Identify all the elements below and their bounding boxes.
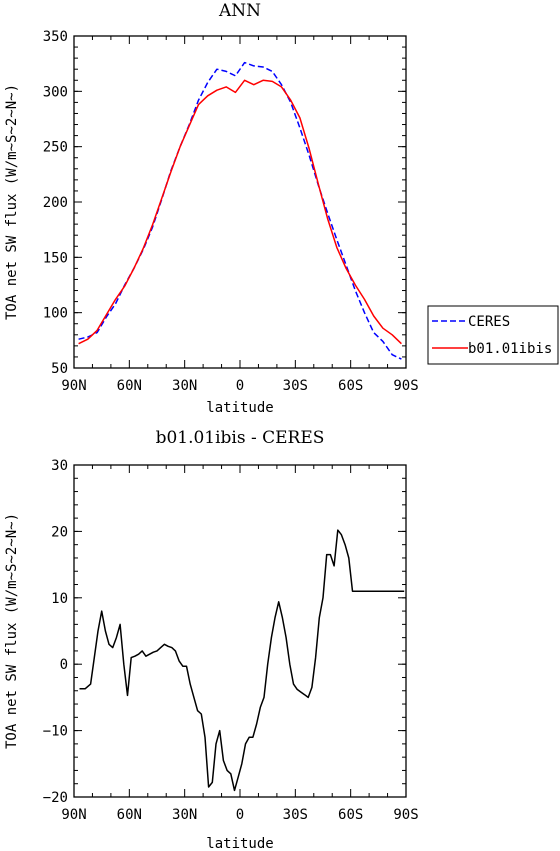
x-tick-label-top-1: 60N [117,378,142,394]
legend-label-b01-01ibis: b01.01ibis [468,341,552,357]
series-line-top-0 [78,61,402,360]
series-line-top-1 [78,79,402,345]
x-tick-label-bottom-5: 60S [338,807,363,823]
y-axis-label-top: TOA net SW flux (W/m~S~2~N~) [4,84,20,320]
chart-bottom-panel: b01.01ibis - CERES 90N 60N 30N 0 30S 60S 90S −2… [4,428,419,851]
y-tick-label-bottom-5: 30 [51,458,68,474]
y-tick-label-bottom-0: −20 [43,790,68,806]
x-tick-label-top-6: 90S [393,378,418,394]
legend-box [427,305,559,365]
x-tick-label-top-0: 90N [61,378,86,394]
x-tick-label-bottom-0: 90N [61,807,86,823]
x-tick-label-top-4: 30S [283,378,308,394]
y-tick-label-top-4: 250 [43,140,68,156]
x-tick-label-top-3: 0 [236,378,244,394]
y-tick-label-bottom-3: 10 [51,591,68,607]
legend-label-ceres: CERES [468,314,510,330]
axis-ticks-bottom: 90N 60N 30N 0 30S 60S 90S −20 −10 0 10 20 30 [43,458,419,823]
y-tick-label-top-6: 350 [43,29,68,45]
x-tick-label-top-5: 60S [338,378,363,394]
x-tick-label-bottom-6: 90S [393,807,418,823]
axis-ticks-top: 90N 60N 30N 0 30S 60S 90S 50 100 150 200 250 300 350 [43,29,419,394]
y-tick-label-top-2: 150 [43,250,68,266]
y-tick-label-bottom-1: −10 [43,724,68,740]
chart-title-top: ANN [218,1,261,21]
plot-frame-bottom [73,464,407,798]
x-tick-label-bottom-4: 30S [283,807,308,823]
x-axis-label-bottom: latitude [206,836,273,851]
x-tick-label-bottom-2: 30N [172,807,197,823]
y-tick-label-top-1: 100 [43,306,68,322]
chart-legend: CERES b01.01ibis [427,305,559,365]
x-tick-label-bottom-1: 60N [117,807,142,823]
y-axis-label-bottom: TOA net SW flux (W/m~S~2~N~) [4,513,20,749]
y-tick-label-top-5: 300 [43,84,68,100]
series-line-bottom-0 [79,529,405,792]
chart-title-bottom: b01.01ibis - CERES [156,428,325,448]
x-tick-label-top-2: 30N [172,378,197,394]
y-tick-label-bottom-4: 20 [51,524,68,540]
y-tick-label-top-3: 200 [43,195,68,211]
chart-top-panel: ANN 90N 60N 30N 0 30S 60S 90S 50 100 150 200 250 300… [4,1,419,416]
series-lines-bottom [79,529,405,792]
x-tick-label-bottom-3: 0 [236,807,244,823]
y-tick-label-bottom-2: 0 [60,657,68,673]
y-tick-label-top-0: 50 [51,361,68,377]
x-axis-label-top: latitude [206,400,273,416]
series-lines-top [78,61,402,360]
